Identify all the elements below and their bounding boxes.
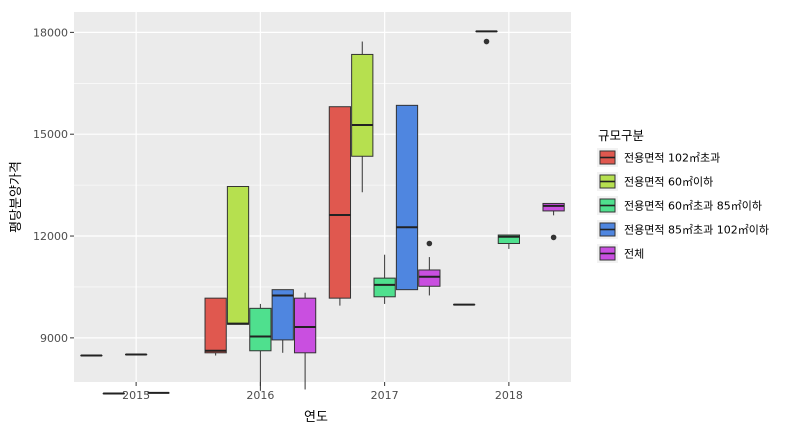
legend-title: 규모구분 — [598, 128, 644, 143]
y-axis-title: 평당분양가격 — [9, 161, 24, 233]
box-2017 — [396, 105, 417, 289]
x-tick-label: 2017 — [371, 389, 399, 402]
x-tick-label: 2018 — [495, 389, 523, 402]
box-iqr — [272, 290, 293, 340]
legend-label: 전체 — [624, 248, 644, 261]
box-iqr — [352, 54, 373, 156]
legend-label: 전용면적 102㎡초과 — [624, 152, 720, 165]
box-iqr — [205, 298, 226, 353]
box-iqr — [396, 105, 417, 289]
outlier-point — [427, 241, 433, 247]
x-tick-label: 2016 — [246, 389, 274, 402]
box-2016 — [227, 186, 248, 324]
legend-label: 전용면적 60㎡초과 85㎡이하 — [624, 199, 762, 213]
y-tick-label: 18000 — [33, 26, 68, 39]
legend-label: 전용면적 60㎡이하 — [624, 175, 713, 189]
outlier-point — [484, 39, 490, 45]
box-2017 — [329, 107, 350, 306]
outlier-point — [551, 235, 557, 241]
plot-panel — [74, 12, 571, 382]
box-iqr — [329, 107, 350, 298]
box-iqr — [543, 203, 564, 210]
box-2016 — [205, 298, 226, 355]
legend-label: 전용면적 85㎡초과 102㎡이하 — [624, 223, 769, 237]
box-iqr — [419, 270, 440, 286]
y-tick-label: 12000 — [33, 230, 68, 243]
box-iqr — [250, 308, 271, 350]
y-tick-label: 15000 — [33, 128, 68, 141]
x-tick-label: 2015 — [122, 389, 150, 402]
y-tick-label: 9000 — [40, 332, 68, 345]
x-axis-title: 연도 — [304, 410, 328, 425]
box-iqr — [294, 298, 315, 353]
box-iqr — [227, 186, 248, 324]
box-iqr — [374, 278, 395, 297]
